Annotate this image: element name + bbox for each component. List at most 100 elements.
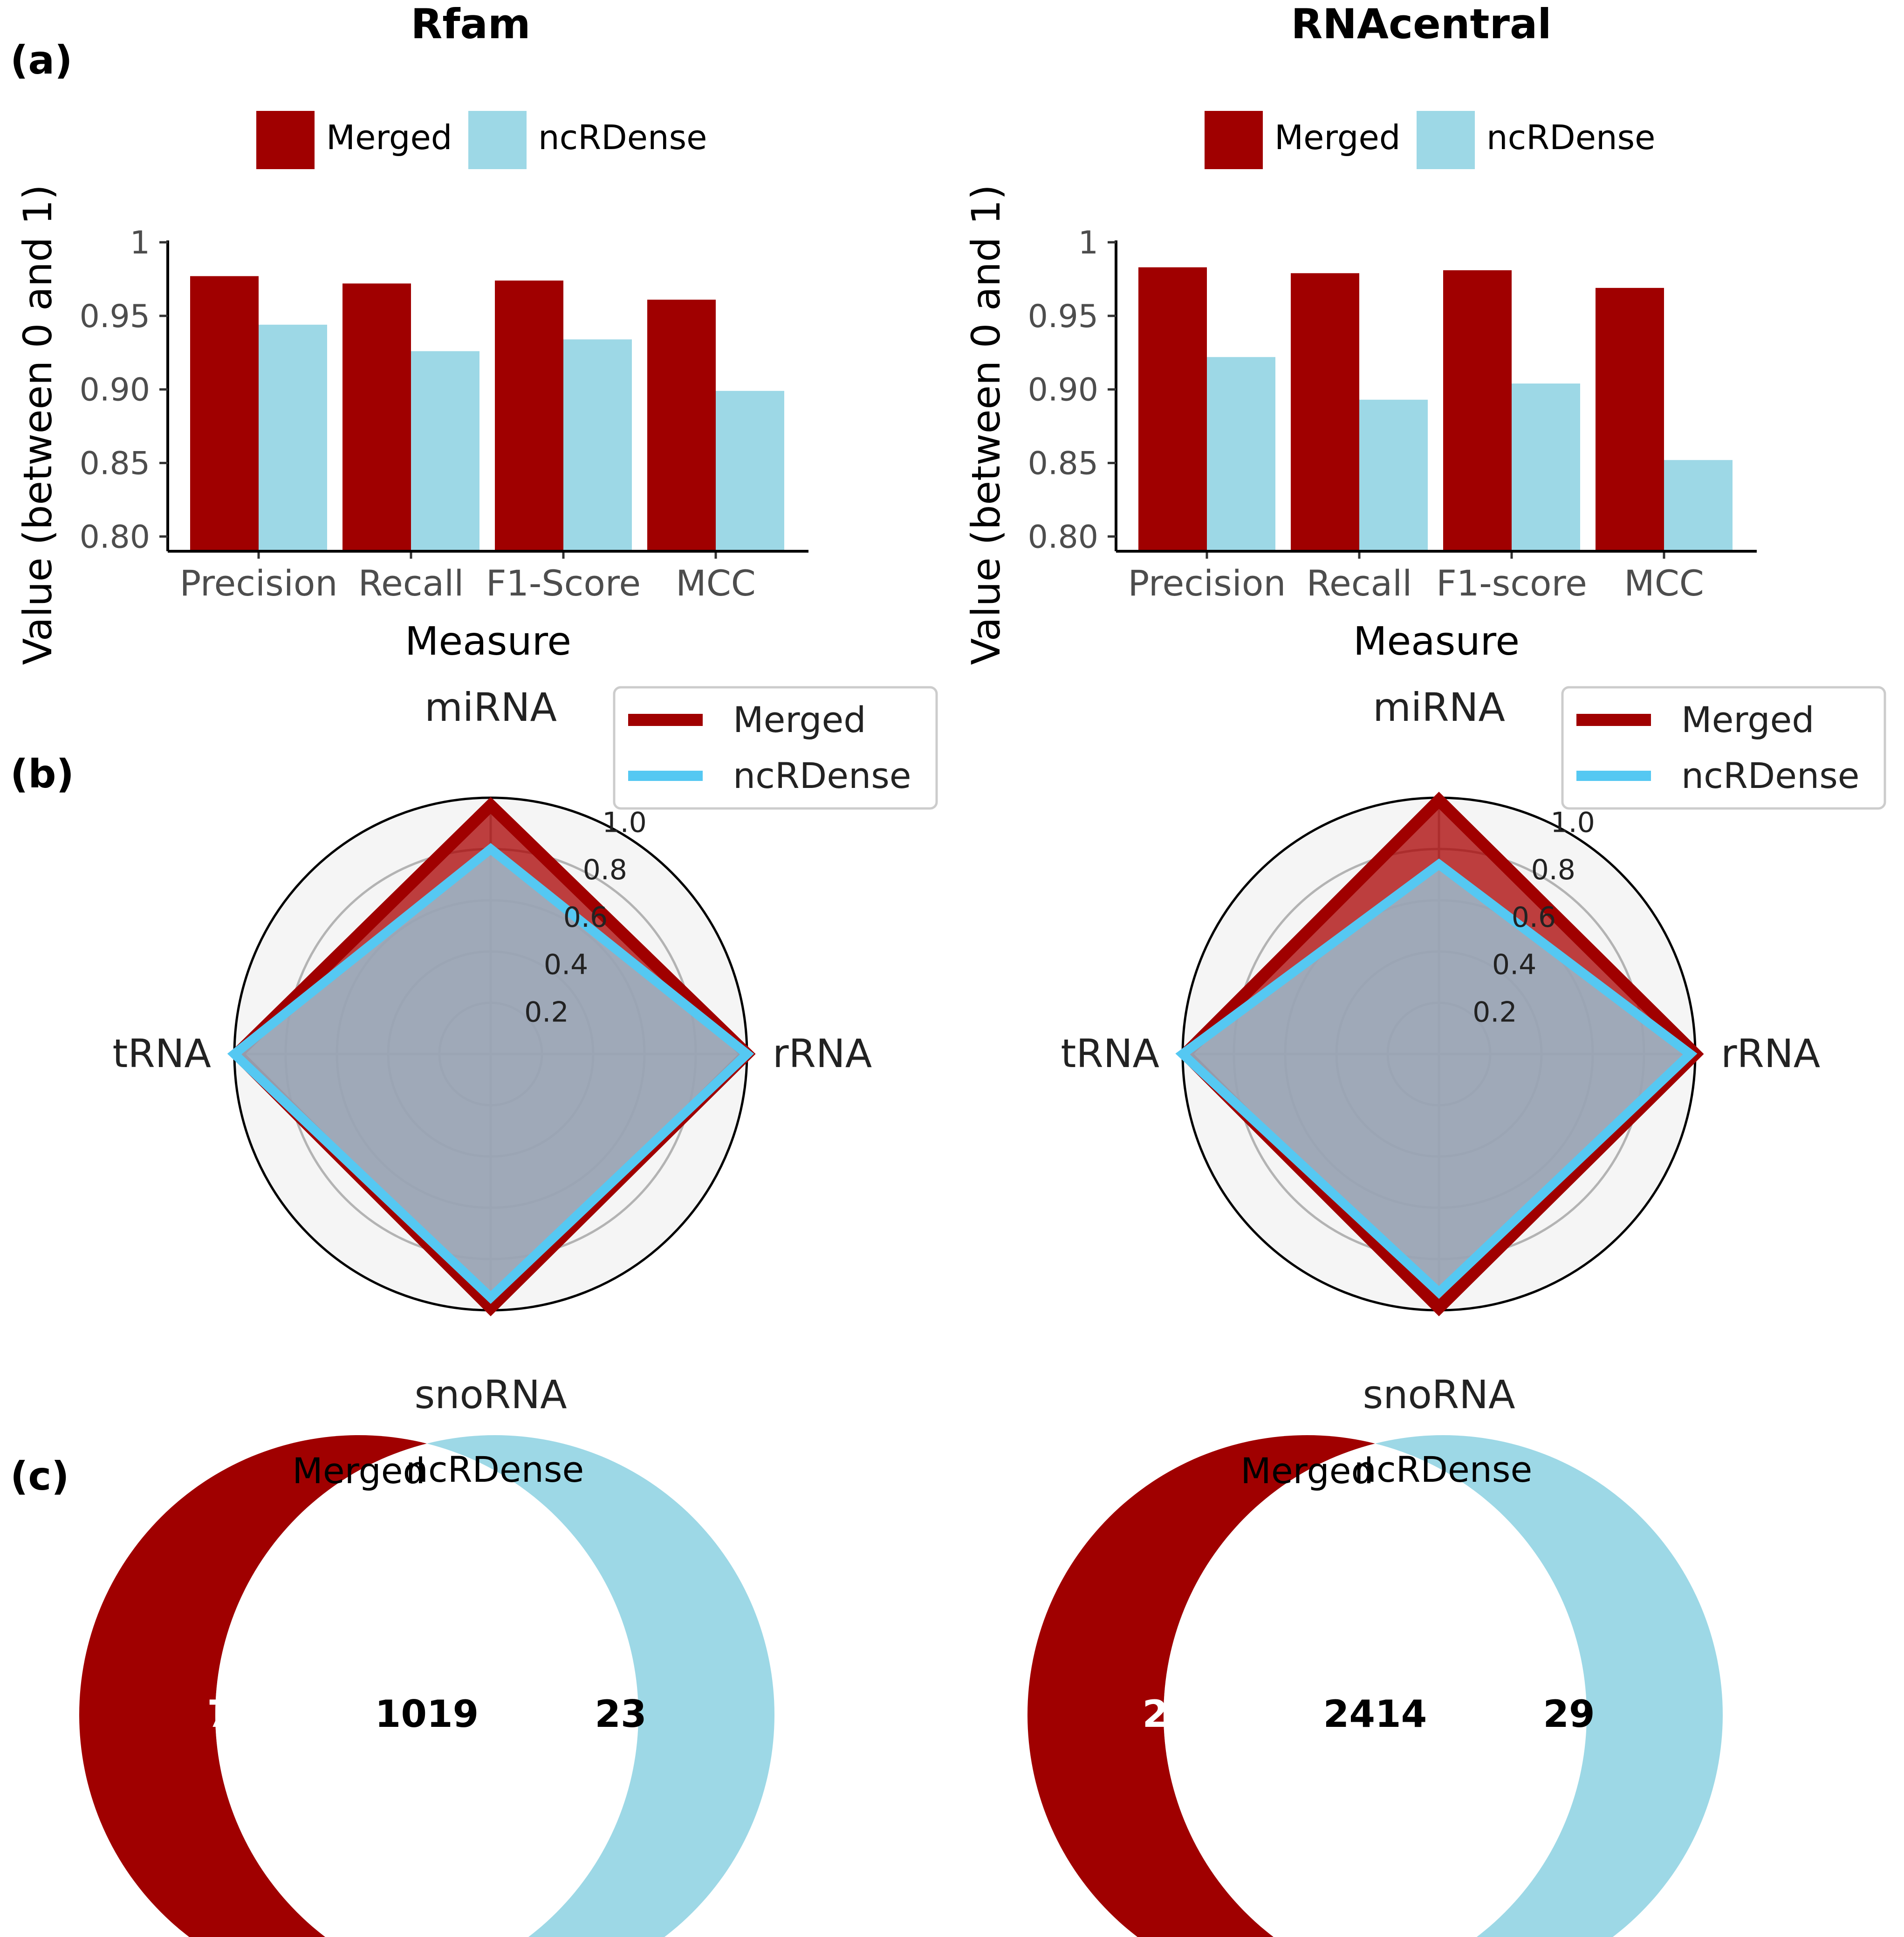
- column-title-rnacentral: RNAcentral: [1291, 0, 1551, 48]
- radar-legend: Merged ncRDense: [1561, 686, 1886, 810]
- radar-line-ncrdense: [227, 843, 754, 1304]
- venn-set-label-ncrdense: ncRDense: [1354, 1449, 1533, 1490]
- y-tick-label: 0.80: [80, 519, 150, 555]
- bar-rnacentral: Merged ncRDense Precision Recall F1-score MCC…: [963, 111, 1757, 665]
- column-title-rfam: Rfam: [411, 0, 530, 48]
- x-axis-label: Measure: [405, 618, 571, 664]
- radar-axis-label-snorna: snoRNA: [1363, 1372, 1515, 1417]
- x-tick-label: F1-Score: [486, 562, 641, 604]
- bar-merged-mcc: [647, 300, 716, 551]
- bar-legend: Merged ncRDense: [256, 111, 707, 169]
- bar-merged-f1-score: [495, 281, 563, 551]
- bar-ncrdense-precision: [1207, 357, 1275, 551]
- bar-merged-f1-score: [1443, 270, 1512, 551]
- y-tick-label: 1: [1078, 225, 1098, 261]
- bar-ncrdense-mcc: [716, 390, 784, 551]
- radar-fill-ncrdense: [1183, 864, 1690, 1293]
- y-tick-label: 0.80: [1028, 519, 1098, 555]
- x-tick-label: Precision: [1128, 562, 1286, 604]
- x-tick-label: Recall: [358, 562, 464, 604]
- venn-count-overlap: 2414: [1323, 1692, 1427, 1736]
- bar-legend: Merged ncRDense: [1205, 111, 1655, 169]
- bar-merged-precision: [1138, 267, 1207, 551]
- radar-axis-label-rrna: rRNA: [1721, 1031, 1820, 1076]
- radar-r-tick-label: 0.4: [1492, 949, 1536, 981]
- venn-set-label-merged: Merged: [292, 1450, 425, 1492]
- bar-ncrdense-f1-score: [1512, 383, 1580, 551]
- venn-count-merged-only: 74: [207, 1692, 259, 1736]
- bar-ncrdense-mcc: [1664, 460, 1733, 551]
- x-tick-label: MCC: [1624, 562, 1704, 604]
- legend-swatch-ncrdense: [1417, 111, 1475, 169]
- venn-set-label-ncrdense: ncRDense: [406, 1449, 584, 1490]
- legend-label-ncrdense: ncRDense: [538, 118, 707, 157]
- radar-line-merged: [1177, 792, 1704, 1316]
- radar-r-tick-label: 0.2: [1473, 996, 1517, 1028]
- radar-line-ncrdense: [1175, 858, 1698, 1299]
- radar-axis-label-mirna: miRNA: [425, 684, 557, 730]
- radar-r-tick-label: 1.0: [602, 806, 646, 839]
- legend-swatch-merged: [1205, 111, 1263, 169]
- legend-label-merged: Merged: [1274, 118, 1400, 157]
- y-tick-label: 0.95: [80, 298, 150, 335]
- radar-r-tick-label: 0.8: [1531, 854, 1575, 886]
- bar-merged-recall: [342, 283, 411, 551]
- y-tick-label: 0.95: [1028, 298, 1098, 335]
- radar-rnacentral: 0.2 0.4 0.6 0.8 1.0 miRNA rRNA snoRNA tRNA Merged…: [1061, 684, 1886, 1417]
- radar-fill-ncrdense: [234, 849, 747, 1298]
- radar-axis-label-trna: tRNA: [1061, 1031, 1159, 1076]
- venn-count-overlap: 1019: [375, 1692, 479, 1736]
- radar-axis-label-trna: tRNA: [112, 1031, 211, 1076]
- venn-set-label-merged: Merged: [1240, 1450, 1373, 1492]
- venn-count-ncrdense-only: 23: [595, 1692, 646, 1736]
- radar-axis-label-rrna: rRNA: [773, 1031, 872, 1076]
- legend-swatch-ncrdense: [468, 111, 527, 169]
- venn-count-ncrdense-only: 29: [1543, 1692, 1595, 1736]
- x-tick-label: MCC: [676, 562, 756, 604]
- legend-label-ncrdense: ncRDense: [1486, 118, 1655, 157]
- legend-label-merged: Merged: [326, 118, 452, 157]
- y-tick-label: 0.90: [80, 372, 150, 409]
- radar-r-tick-label: 0.2: [524, 996, 568, 1028]
- bar-ncrdense-f1-score: [563, 339, 632, 551]
- legend-label-merged: Merged: [1681, 699, 1814, 740]
- bar-merged-mcc: [1596, 287, 1664, 551]
- x-tick-label: Recall: [1307, 562, 1412, 604]
- y-tick-label: 0.85: [1028, 445, 1098, 482]
- panel-label-a: (a): [10, 37, 72, 83]
- radar-legend: Merged ncRDense: [613, 686, 938, 810]
- bar-ncrdense-recall: [1359, 399, 1428, 551]
- y-axis-label: Value (between 0 and 1): [15, 185, 61, 665]
- y-tick-label: 0.90: [1028, 372, 1098, 409]
- y-tick-label: 0.85: [80, 445, 150, 482]
- x-axis-label: Measure: [1353, 618, 1520, 664]
- legend-label-merged: Merged: [733, 699, 866, 740]
- radar-r-tick-label: 1.0: [1550, 806, 1595, 839]
- bar-ncrdense-precision: [259, 324, 327, 551]
- legend-label-ncrdense: ncRDense: [733, 755, 911, 796]
- radar-r-tick-label: 0.4: [544, 949, 588, 981]
- legend-label-ncrdense: ncRDense: [1681, 755, 1860, 796]
- bar-merged-recall: [1291, 273, 1359, 551]
- radar-axis-label-snorna: snoRNA: [414, 1372, 567, 1417]
- radar-r-tick-label: 0.8: [583, 854, 627, 886]
- x-tick-label: Precision: [179, 562, 337, 604]
- legend-swatch-merged: [256, 111, 315, 169]
- bar-ncrdense-recall: [411, 351, 479, 551]
- radar-rfam: 0.2 0.4 0.6 0.8 1.0 miRNA rRNA snoRNA tRNA Merged…: [112, 684, 938, 1417]
- panel-label-c: (c): [10, 1453, 69, 1499]
- bar-merged-precision: [190, 276, 259, 551]
- bar-rfam: Merged ncRDense Precision Recall F1-Score MCC…: [15, 111, 808, 665]
- radar-r-tick-label: 0.6: [1512, 901, 1556, 934]
- x-tick-label: F1-score: [1436, 562, 1587, 604]
- radar-r-tick-label: 0.6: [563, 901, 608, 934]
- y-tick-label: 1: [130, 225, 150, 261]
- panel-label-b: (b): [10, 751, 74, 797]
- radar-axis-label-mirna: miRNA: [1373, 684, 1505, 730]
- y-axis-label: Value (between 0 and 1): [963, 185, 1009, 665]
- venn-count-merged-only: 264: [1143, 1692, 1220, 1736]
